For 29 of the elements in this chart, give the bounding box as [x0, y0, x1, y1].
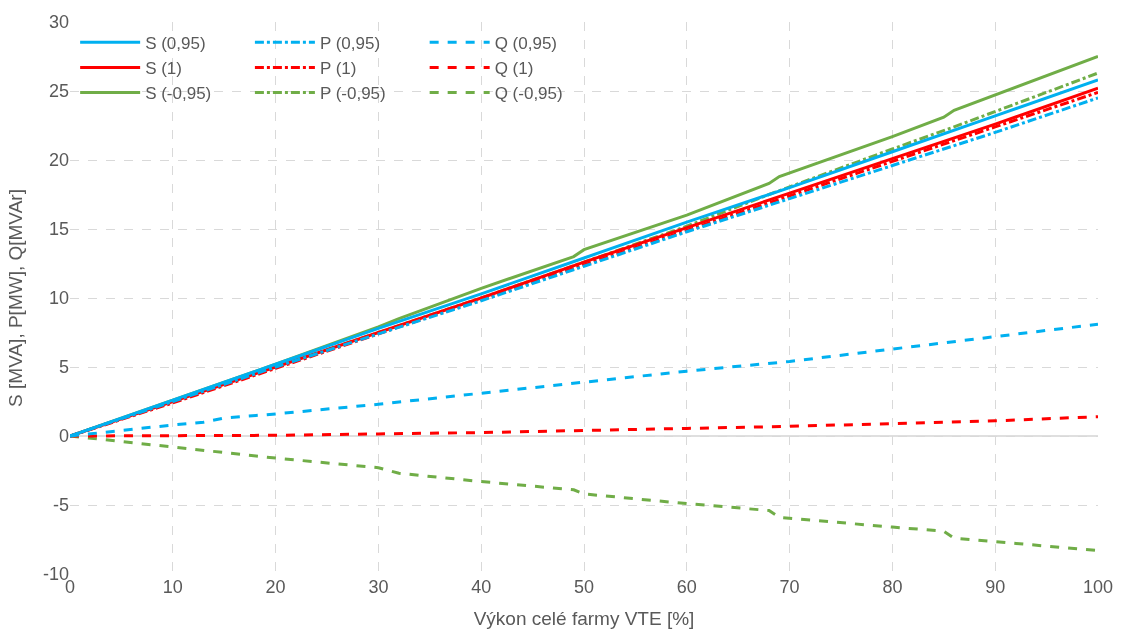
- y-tick-label: 5: [58, 357, 69, 378]
- legend-label: Q (0,95): [494, 33, 558, 53]
- x-tick-label: 20: [265, 577, 286, 597]
- y-tick-label: 15: [48, 219, 69, 240]
- y-tick-label: 10: [48, 288, 69, 309]
- legend-label: P (-0,95): [319, 84, 386, 104]
- x-tick-label: 70: [779, 577, 800, 597]
- x-tick-label: 60: [676, 577, 697, 597]
- legend-label: Q (1): [494, 59, 534, 79]
- legend-label: S (0,95): [145, 33, 206, 53]
- y-axis-title: S [MVA], P[MW], Q[MVAr]: [4, 189, 26, 407]
- x-tick-label: 90: [985, 577, 1006, 597]
- x-tick-label: 80: [882, 577, 903, 597]
- legend-label: S (1): [145, 59, 182, 79]
- x-tick-label: 30: [368, 577, 389, 597]
- y-tick-label: 25: [48, 81, 69, 102]
- y-tick-label: -5: [52, 495, 69, 516]
- x-tick-label: 40: [471, 577, 492, 597]
- x-tick-label: 100: [1082, 577, 1114, 597]
- x-tick-label: 50: [573, 577, 595, 597]
- y-tick-label: 0: [58, 426, 69, 447]
- y-tick-label: 20: [48, 150, 69, 171]
- legend-label: Q (-0,95): [494, 84, 563, 104]
- y-tick-label: 30: [48, 12, 69, 33]
- legend-label: P (1): [319, 59, 357, 79]
- legend-label: S (-0,95): [145, 84, 212, 104]
- x-axis-title: Výkon celé farmy VTE [%]: [473, 607, 695, 629]
- x-tick-label: 10: [162, 577, 183, 597]
- legend-label: P (0,95): [319, 33, 381, 53]
